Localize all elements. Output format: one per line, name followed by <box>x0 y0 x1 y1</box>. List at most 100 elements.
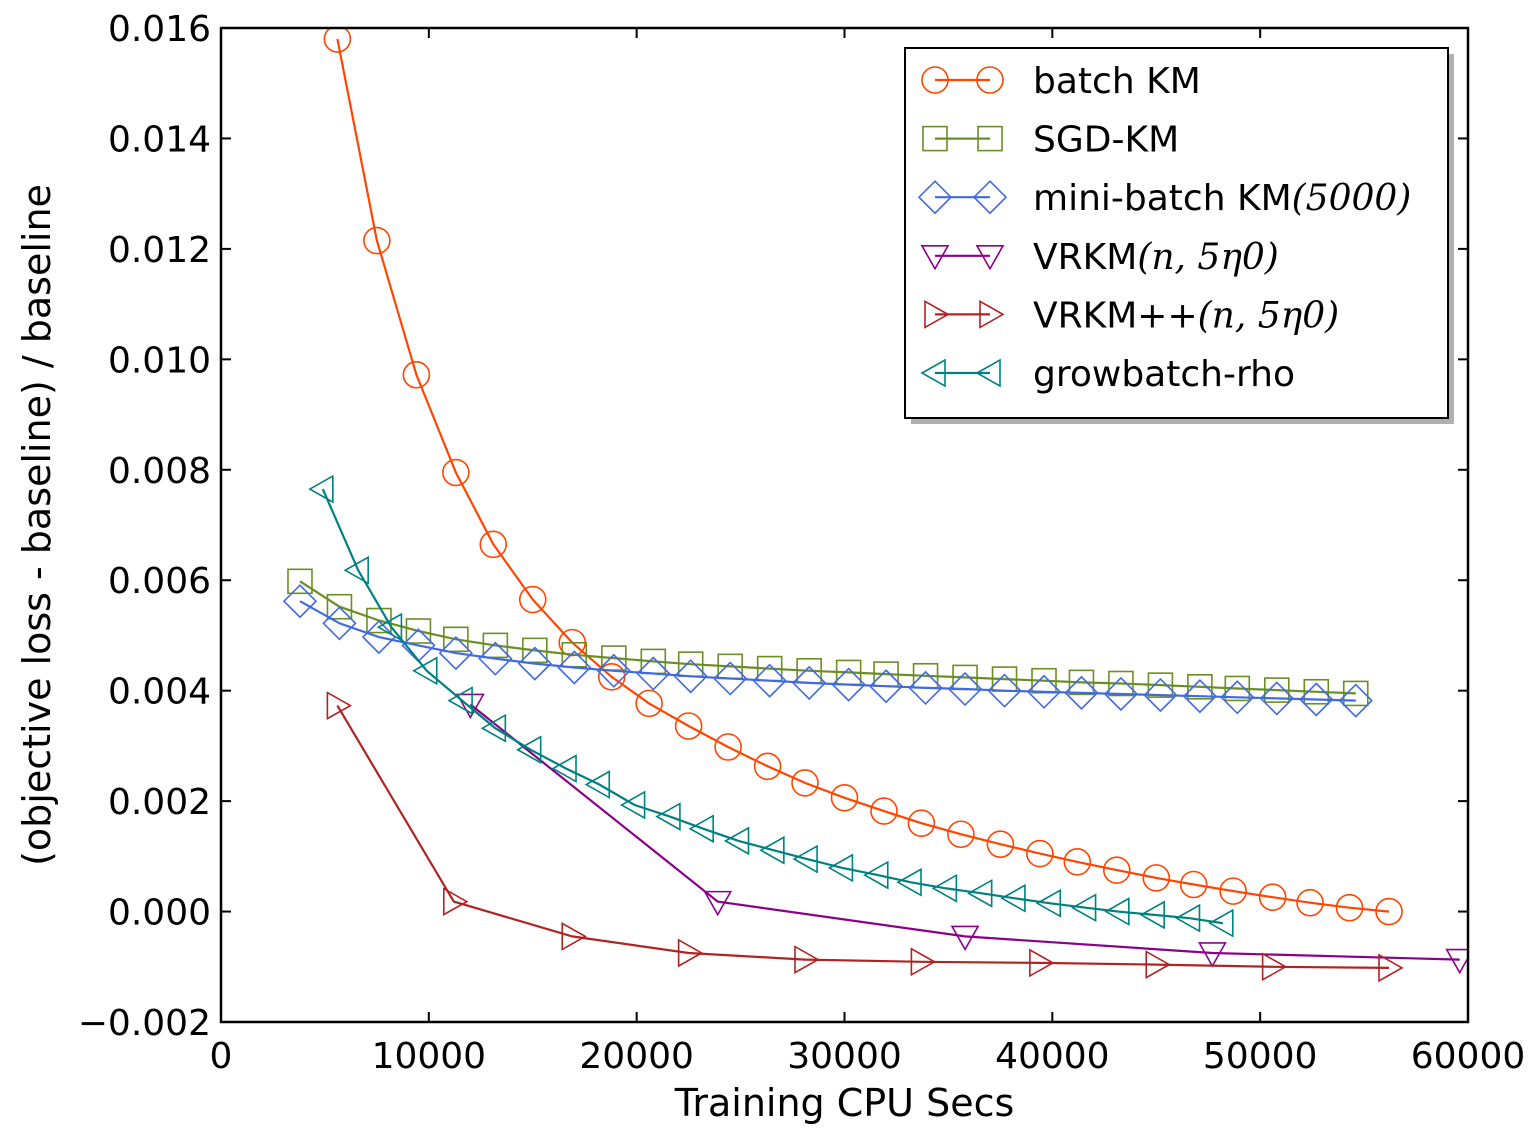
data-point <box>868 669 904 704</box>
data-point <box>896 867 922 897</box>
series-line <box>336 705 1390 969</box>
data-point <box>1145 950 1171 979</box>
data-point <box>723 826 750 856</box>
data-point <box>1063 848 1092 876</box>
data-point <box>986 830 1015 858</box>
data-point <box>405 618 432 644</box>
legend-marker <box>977 125 1003 152</box>
data-point <box>987 673 1022 708</box>
data-point <box>1224 675 1251 702</box>
data-point <box>322 606 357 641</box>
legend-item: SGD-KM <box>922 120 1179 161</box>
data-point <box>1335 893 1364 922</box>
data-point <box>1378 953 1404 983</box>
data-point <box>1342 680 1369 707</box>
y-tick-label: 0.006 <box>108 561 211 602</box>
data-point <box>1182 679 1218 714</box>
legend-label: VRKM(n, 5η0) <box>1033 237 1279 278</box>
data-point <box>752 663 787 698</box>
data-point <box>713 661 748 696</box>
data-point <box>402 360 431 389</box>
data-point <box>753 752 782 781</box>
data-point <box>1445 948 1468 975</box>
legend-item: VRKM++(n, 5η0) <box>924 295 1339 336</box>
data-point <box>596 653 631 688</box>
data-point <box>518 585 547 614</box>
data-point <box>1179 870 1208 899</box>
data-point <box>343 555 369 585</box>
data-point <box>1029 948 1055 978</box>
legend-marker <box>922 125 948 152</box>
series-line <box>469 703 1460 961</box>
data-point <box>792 665 827 701</box>
series-0 <box>323 28 1403 926</box>
data-point <box>478 641 513 676</box>
x-tick-label: 20000 <box>579 1036 694 1077</box>
data-point <box>1026 839 1054 868</box>
data-point <box>673 659 708 694</box>
data-point <box>1068 669 1095 696</box>
data-point <box>703 890 733 917</box>
x-axis-title: Training CPU Secs <box>674 1081 1015 1125</box>
data-point <box>947 671 983 707</box>
series-2 <box>282 584 1373 718</box>
data-point <box>1303 678 1330 705</box>
data-point <box>950 925 980 952</box>
data-point <box>438 635 473 671</box>
data-point <box>1147 672 1174 698</box>
data-point <box>1219 877 1247 905</box>
data-point <box>870 797 898 825</box>
data-point <box>677 938 704 968</box>
legend-item: growbatch-rho <box>920 354 1295 395</box>
data-point <box>456 693 485 720</box>
data-point <box>1139 900 1165 930</box>
data-point <box>759 835 785 865</box>
data-point <box>326 593 353 620</box>
data-point <box>287 568 313 595</box>
legend-label: VRKM++(n, 5η0) <box>1033 295 1339 336</box>
data-point <box>655 802 681 831</box>
data-point <box>636 656 671 691</box>
data-point <box>910 947 937 977</box>
data-point <box>1187 674 1213 700</box>
data-point <box>326 691 353 720</box>
legend-box <box>904 47 1449 419</box>
y-tick-label: 0.016 <box>108 9 211 50</box>
y-tick-label: 0.004 <box>108 672 211 713</box>
data-point <box>863 860 889 890</box>
data-point <box>907 809 936 838</box>
y-tick-label: −0.002 <box>78 1003 211 1044</box>
data-point <box>517 646 552 681</box>
data-point <box>376 612 403 642</box>
data-point <box>1197 942 1227 968</box>
legend-marker <box>975 358 1001 388</box>
legend-marker <box>979 300 1005 329</box>
data-point <box>323 28 352 53</box>
data-point <box>1263 677 1290 703</box>
data-point <box>1375 897 1403 926</box>
data-point <box>1259 681 1294 716</box>
series-layer <box>282 28 1468 983</box>
data-point <box>561 922 587 951</box>
data-point <box>1143 677 1178 713</box>
data-point <box>674 712 703 740</box>
data-point <box>1064 675 1099 711</box>
data-point <box>522 637 548 664</box>
legend-label: mini-batch KM(5000) <box>1033 178 1411 219</box>
data-point <box>442 887 469 916</box>
data-point <box>516 735 542 765</box>
legend-marker <box>972 180 1008 215</box>
data-point <box>1104 897 1130 926</box>
data-point <box>1070 893 1097 923</box>
data-point <box>1220 680 1255 715</box>
data-point <box>827 853 854 883</box>
legend-item: batch KM <box>921 61 1201 102</box>
data-point <box>557 650 592 685</box>
data-point <box>308 474 334 504</box>
legend-marker <box>920 358 946 388</box>
y-tick-label: 0.010 <box>108 340 211 381</box>
data-point <box>831 667 866 702</box>
data-point <box>791 769 819 797</box>
data-point <box>1108 670 1134 697</box>
